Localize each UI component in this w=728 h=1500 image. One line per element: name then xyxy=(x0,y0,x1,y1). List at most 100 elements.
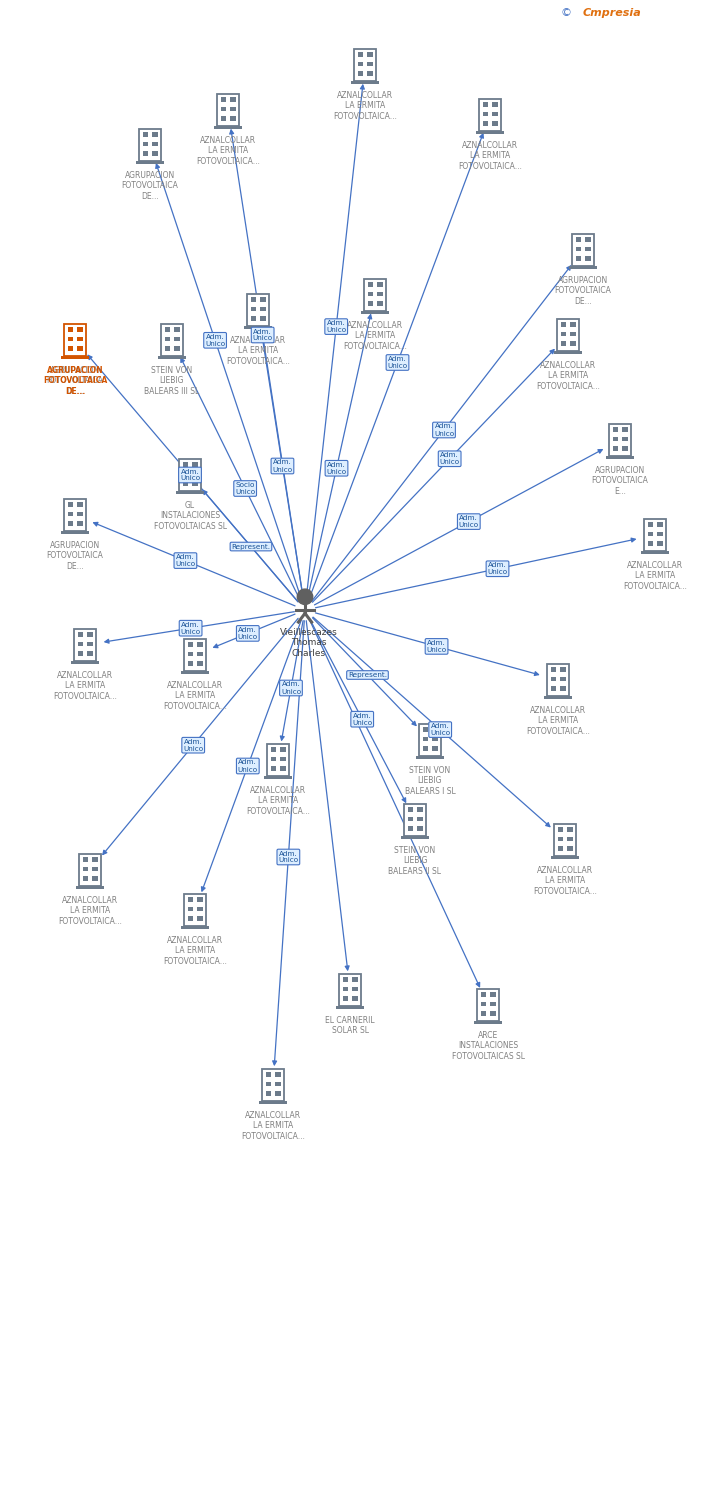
Text: AGRUPACION
FOTOVOLTAICA
E...: AGRUPACION FOTOVOLTAICA E... xyxy=(592,466,649,496)
Bar xyxy=(271,758,276,762)
Bar xyxy=(87,651,93,656)
Bar xyxy=(183,462,188,466)
Bar xyxy=(648,532,653,537)
Bar xyxy=(417,818,423,822)
Bar xyxy=(78,633,83,638)
Bar xyxy=(247,294,269,326)
Bar xyxy=(554,825,577,855)
Bar xyxy=(183,472,188,477)
Bar xyxy=(275,1072,281,1077)
Bar xyxy=(357,72,363,75)
Bar xyxy=(483,112,488,117)
Bar xyxy=(567,828,573,833)
Bar xyxy=(68,522,73,525)
Text: Adm.
Unico: Adm. Unico xyxy=(175,554,195,567)
Bar xyxy=(266,1072,271,1077)
Bar xyxy=(264,776,292,778)
Bar xyxy=(183,639,206,670)
Bar xyxy=(352,978,358,982)
Bar xyxy=(404,804,427,836)
Bar xyxy=(250,297,256,302)
Bar xyxy=(92,867,98,871)
Bar xyxy=(558,837,563,842)
Bar xyxy=(152,152,158,156)
Bar xyxy=(476,130,505,134)
Bar xyxy=(432,747,438,750)
Bar xyxy=(79,855,101,885)
Bar xyxy=(77,503,83,507)
Bar xyxy=(139,129,161,160)
Bar xyxy=(68,512,73,516)
Text: AZNALCOLLAR
LA ERMITA
FOTOVOLTAICA...: AZNALCOLLAR LA ERMITA FOTOVOLTAICA... xyxy=(163,936,227,966)
Bar xyxy=(175,346,180,351)
Text: AZNALCOLLAR
LA ERMITA
FOTOVOLTAICA...: AZNALCOLLAR LA ERMITA FOTOVOLTAICA... xyxy=(241,1112,305,1142)
Bar xyxy=(612,447,618,450)
Bar xyxy=(558,846,563,850)
Text: ARCE
INSTALACIONES
FOTOVOLTAICAS SL: ARCE INSTALACIONES FOTOVOLTAICAS SL xyxy=(451,1030,524,1060)
Bar xyxy=(250,308,256,312)
Text: Adm.
Unico: Adm. Unico xyxy=(427,640,446,652)
Bar xyxy=(483,102,488,106)
Bar xyxy=(609,424,631,456)
Bar xyxy=(479,99,502,130)
Bar xyxy=(197,662,203,666)
Bar xyxy=(92,858,98,862)
Bar xyxy=(612,436,618,441)
Circle shape xyxy=(297,590,313,604)
Bar xyxy=(343,978,348,982)
Bar xyxy=(622,447,628,450)
Bar xyxy=(432,736,438,741)
Bar xyxy=(143,132,148,136)
Bar xyxy=(422,747,428,750)
Bar xyxy=(280,766,286,771)
Bar xyxy=(68,503,73,507)
Bar xyxy=(158,356,186,358)
Text: AZNALCOLLAR
LA ERMITA
FOTOVOLTAICA...: AZNALCOLLAR LA ERMITA FOTOVOLTAICA... xyxy=(623,561,687,591)
Bar xyxy=(231,117,236,120)
Bar xyxy=(339,975,361,1005)
Bar xyxy=(417,807,423,812)
Bar xyxy=(197,916,203,921)
Text: Adm.
Unico: Adm. Unico xyxy=(181,621,201,634)
Bar xyxy=(181,670,209,674)
Bar xyxy=(422,728,428,732)
Bar xyxy=(352,996,358,1000)
Text: Vieillescazes
Thomas
Charles: Vieillescazes Thomas Charles xyxy=(280,628,338,658)
Text: AZNALCOLLAR
LA ERMITA
FOTOVOLTAICA...: AZNALCOLLAR LA ERMITA FOTOVOLTAICA... xyxy=(163,681,227,711)
Bar xyxy=(82,858,88,862)
Bar xyxy=(275,1092,281,1095)
Bar xyxy=(183,482,188,486)
Bar xyxy=(231,106,236,111)
Bar xyxy=(87,642,93,646)
Text: AZNALCOLLAR
LA ERMITA
FOTOVOLTAICA...: AZNALCOLLAR LA ERMITA FOTOVOLTAICA... xyxy=(246,786,310,816)
Text: ©: © xyxy=(561,8,575,18)
Text: Adm.
Unico: Adm. Unico xyxy=(183,738,203,752)
Bar xyxy=(192,462,198,466)
Text: Socio
Unico: Socio Unico xyxy=(235,482,256,495)
Text: AZNALCOLLAR
LA ERMITA
FOTOVOLTAICA...: AZNALCOLLAR LA ERMITA FOTOVOLTAICA... xyxy=(533,865,597,895)
Bar xyxy=(343,996,348,1000)
Bar xyxy=(357,53,363,57)
Bar xyxy=(188,897,193,902)
Bar xyxy=(214,126,242,129)
Text: Represent.: Represent. xyxy=(348,672,387,678)
Bar xyxy=(188,652,193,657)
Bar xyxy=(262,1070,284,1101)
Bar xyxy=(585,256,591,261)
Bar xyxy=(161,324,183,356)
Bar xyxy=(657,542,663,546)
Bar xyxy=(343,987,348,992)
Bar xyxy=(419,724,441,756)
Bar xyxy=(378,282,383,286)
Bar xyxy=(352,987,358,992)
Bar xyxy=(480,1002,486,1007)
Bar xyxy=(175,338,180,342)
Bar xyxy=(354,50,376,81)
Bar xyxy=(188,908,193,912)
Bar xyxy=(221,117,226,120)
Bar xyxy=(492,102,498,106)
Bar xyxy=(648,522,653,526)
Bar xyxy=(561,342,566,345)
Bar xyxy=(364,279,387,310)
Bar xyxy=(561,687,566,690)
